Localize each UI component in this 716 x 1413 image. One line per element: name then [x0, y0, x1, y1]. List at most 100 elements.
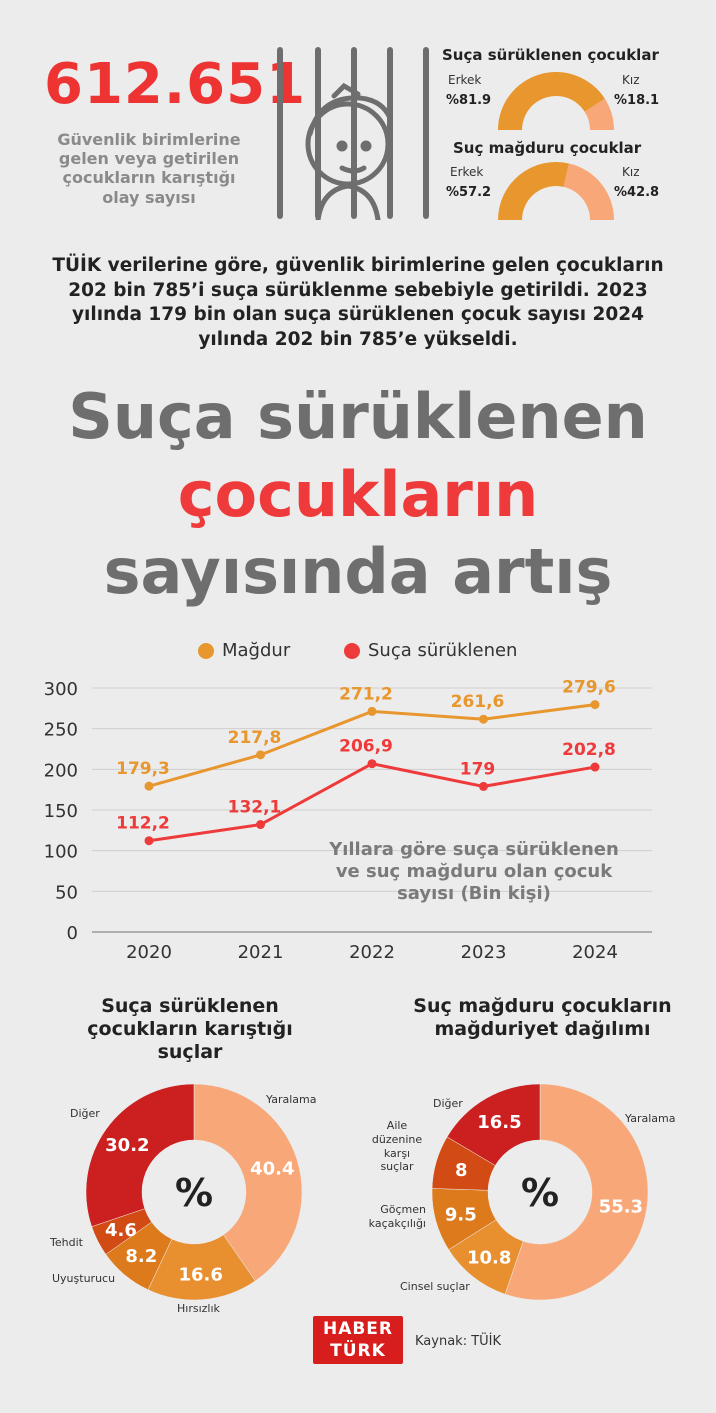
data-label: 202,8 — [562, 740, 616, 760]
donut2-center-label: % — [521, 1171, 559, 1215]
donut1-label-tehdit: Tehdit — [50, 1236, 83, 1249]
source-text: Kaynak: TÜİK — [415, 1334, 502, 1349]
donut2-value-label: 10.8 — [467, 1247, 511, 1268]
y-tick-label: 200 — [44, 760, 78, 781]
data-label: 271,2 — [339, 684, 393, 704]
donut2-hole — [489, 1141, 591, 1243]
data-label: 206,9 — [339, 737, 393, 757]
data-label: 261,6 — [451, 692, 505, 712]
data-label: 112,2 — [116, 814, 170, 834]
donut1-chart: 40.4 16.6 8.2 4.6 30.2% — [85, 1083, 303, 1301]
dragged-gender-halfdonut — [498, 72, 614, 130]
donut1-value-label: 16.6 — [178, 1265, 222, 1286]
donut1-value-label: 40.4 — [250, 1159, 294, 1180]
series-line-1 — [148, 762, 596, 843]
headline-line2: çocukların — [177, 458, 539, 531]
y-tick-label: 300 — [44, 679, 78, 700]
data-point — [367, 759, 377, 769]
data-point — [256, 820, 265, 830]
headline-line3: sayısında artış — [103, 535, 613, 608]
y-tick-label: 0 — [67, 923, 78, 944]
dragged-male-label: Erkek — [448, 73, 482, 87]
dragged-male-pct: %81.9 — [446, 93, 492, 108]
y-tick-label: 150 — [44, 801, 78, 822]
donut2-label-yaralama: Yaralama — [625, 1112, 676, 1125]
intro-text: TÜİK verilerine göre, güvenlik birimleri… — [52, 255, 664, 350]
data-label: 132,1 — [228, 798, 282, 818]
data-point — [367, 706, 377, 716]
donut1-label-hirsizlik: Hırsızlık — [177, 1302, 220, 1315]
logo-line1: HABER — [322, 1319, 394, 1339]
victim-male-label: Erkek — [450, 165, 484, 179]
dragged-female-label: Kız — [622, 73, 640, 87]
donut2-title: Suç mağduru çocukların mağduriyet dağılı… — [413, 995, 672, 1040]
victim-female-pct: %42.8 — [614, 185, 660, 200]
donut2-slice-0 — [504, 1083, 649, 1301]
logo-line2: TÜRK — [330, 1341, 386, 1361]
y-tick-label: 100 — [44, 842, 78, 863]
chart-title-line: sayısı (Bin kişi) — [397, 883, 551, 904]
donut1-slice-0 — [193, 1083, 303, 1282]
donut2-value-label: 55.3 — [599, 1196, 643, 1217]
victim-male-arc — [498, 162, 570, 220]
donut1-label-yaralama: Yaralama — [266, 1093, 317, 1106]
x-tick-label: 2023 — [461, 942, 507, 963]
data-point — [590, 700, 600, 710]
donut1-title: Suça sürüklenen çocukların karıştığı suç… — [87, 995, 293, 1063]
donut2-chart: 55.3 10.8 9.5 8 16.5% — [431, 1083, 649, 1301]
donut2-slice-4 — [446, 1083, 541, 1166]
x-tick-label: 2024 — [572, 942, 618, 963]
data-label: 279,6 — [562, 678, 616, 698]
headline-line1: Suça sürüklenen — [68, 380, 648, 453]
y-tick-label: 50 — [55, 882, 78, 903]
donut2-value-label: 16.5 — [477, 1112, 521, 1133]
data-point — [479, 781, 488, 791]
donut1-label-uyusturucu: Uyuşturucu — [52, 1272, 116, 1285]
donut2-label-diger: Diğer — [433, 1097, 463, 1110]
donut1-center-label: % — [175, 1171, 213, 1215]
dragged-gender-title: Suça sürüklenen çocuklar — [442, 46, 659, 64]
donut2-value-label: 8 — [455, 1160, 468, 1181]
dragged-male-arc — [498, 72, 605, 130]
victim-gender-halfdonut — [498, 162, 614, 220]
dragged-female-pct: %18.1 — [614, 93, 660, 108]
x-tick-label: 2021 — [238, 942, 284, 963]
line-chart: 0 50 100 150 200 250 300 2020 2021 2022 2023 2024 17… — [44, 678, 652, 963]
prison-child-icon — [277, 47, 429, 220]
donut1-label-diger: Diğer — [70, 1107, 100, 1120]
victim-female-arc — [563, 163, 614, 220]
dragged-female-arc — [584, 98, 614, 130]
donut2-value-label: 9.5 — [445, 1204, 477, 1225]
data-label: 217,8 — [228, 728, 282, 748]
donut2-label-aile: Aile düzenine karşı suçlar — [371, 1119, 423, 1174]
victim-male-pct: %57.2 — [446, 185, 492, 200]
data-point — [144, 781, 154, 791]
chart-title: Yıllara göre suça sürüklenen ve suç mağdu… — [328, 839, 619, 904]
incident-count: 612.651 — [44, 52, 307, 117]
x-tick-label: 2020 — [126, 942, 172, 963]
donut1-hole — [143, 1141, 245, 1243]
donut1-value-label: 4.6 — [105, 1220, 137, 1241]
legend-dragged-swatch — [344, 642, 360, 659]
donut1-value-label: 8.2 — [125, 1246, 157, 1267]
chart-title-line: Yıllara göre suça sürüklenen — [328, 839, 619, 860]
legend-dragged: Suça sürüklenen — [344, 640, 517, 661]
x-tick-label: 2022 — [349, 942, 395, 963]
donut1-value-label: 30.2 — [105, 1135, 149, 1156]
haberturk-logo: HABER TÜRK — [313, 1316, 403, 1364]
data-point — [479, 714, 488, 724]
donut2-label-cinsel: Cinsel suçlar — [400, 1280, 470, 1293]
chart-title-line: ve suç mağduru olan çocuk — [336, 861, 613, 882]
legend-victim-swatch — [198, 642, 214, 659]
data-label: 179,3 — [116, 759, 170, 779]
data-point — [590, 762, 600, 772]
victim-gender-title: Suç mağduru çocuklar — [453, 139, 642, 157]
donut1-slice-4 — [85, 1083, 195, 1227]
data-point — [256, 750, 265, 760]
y-tick-label: 250 — [44, 720, 78, 741]
data-point — [144, 836, 154, 846]
legend-victim-label: Mağdur — [222, 640, 291, 661]
data-label: 179 — [460, 759, 496, 779]
legend-victim: Mağdur — [198, 640, 290, 661]
legend-dragged-label: Suça sürüklenen — [368, 640, 518, 661]
